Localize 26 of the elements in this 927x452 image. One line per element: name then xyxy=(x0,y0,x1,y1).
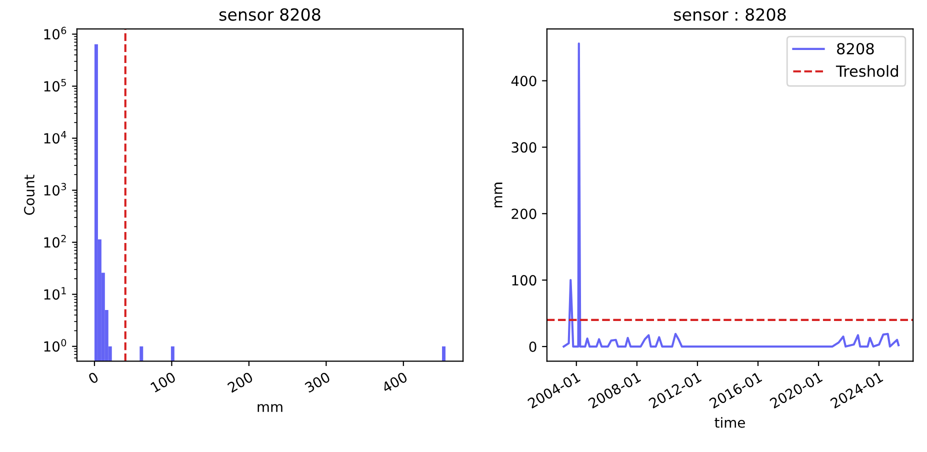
x-tick-label: 200 xyxy=(226,372,254,393)
y-axis-title: Count xyxy=(24,174,35,215)
y-tick-label: 10$^{6}$ xyxy=(44,26,66,40)
x-tick-label: 400 xyxy=(381,372,408,394)
y-tick-label: 10$^{4}$ xyxy=(44,131,66,144)
x-axis-title: time xyxy=(714,417,745,428)
x-tick-label: 0 xyxy=(88,372,100,384)
x-axis-title: mm xyxy=(258,404,282,412)
legend-label: 8208 xyxy=(837,42,874,55)
chart-title: sensor : 8208 xyxy=(674,8,786,21)
y-tick-label: 10$^{1}$ xyxy=(44,287,66,300)
x-tick-label: 300 xyxy=(304,372,331,393)
x-tick-label: 100 xyxy=(150,372,176,393)
y-tick-label: 200 xyxy=(512,208,536,220)
y-tick-label: 10$^{0}$ xyxy=(44,339,66,352)
y-tick-label: 10$^{2}$ xyxy=(44,234,66,248)
legend-label: Treshold xyxy=(836,65,898,77)
chart-title: sensor 8208 xyxy=(219,8,320,21)
y-tick-label: 100 xyxy=(512,275,536,286)
y-tick-label: 10$^{5}$ xyxy=(44,78,66,92)
y-tick-label: 0 xyxy=(529,342,536,352)
line-series xyxy=(562,42,900,348)
y-tick-label: 300 xyxy=(512,142,536,153)
y-tick-label: 400 xyxy=(511,76,536,86)
y-axis-title: mm xyxy=(494,182,502,208)
y-tick-label: 10$^{3}$ xyxy=(44,182,66,196)
